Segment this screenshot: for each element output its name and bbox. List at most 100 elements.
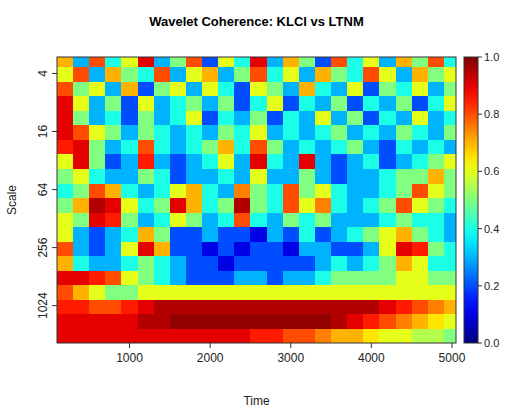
cell (170, 300, 187, 315)
cell (121, 184, 138, 199)
cell (154, 111, 171, 126)
cell (57, 256, 74, 271)
cell (347, 285, 364, 300)
cell (283, 314, 300, 329)
cell (379, 169, 396, 184)
cell (234, 314, 251, 329)
cell (73, 67, 90, 82)
cell (315, 213, 332, 228)
cell (412, 314, 429, 329)
cell (315, 242, 332, 257)
cell (396, 213, 413, 228)
cell (138, 67, 155, 82)
cell (57, 213, 74, 228)
color-tick-label: 1.0 (484, 51, 499, 63)
cell (267, 96, 284, 111)
cell (234, 300, 251, 315)
cell (347, 329, 364, 343)
cell (250, 111, 267, 126)
cell (412, 169, 429, 184)
cell (267, 82, 284, 97)
cell (428, 67, 445, 82)
cell (412, 96, 429, 111)
cell (154, 198, 171, 213)
cell (218, 169, 235, 184)
cell (57, 57, 74, 68)
color-tick (478, 114, 482, 115)
x-axis-title: Time (243, 394, 270, 408)
cell (218, 227, 235, 242)
cell (73, 314, 90, 329)
cell (428, 57, 445, 68)
cell (138, 125, 155, 140)
cell (218, 96, 235, 111)
cell (315, 169, 332, 184)
cell (218, 125, 235, 140)
cell (363, 154, 380, 169)
cell (73, 227, 90, 242)
cell (121, 227, 138, 242)
chart: 10002000300040005000416642561024Wavelet … (0, 0, 510, 416)
cell (428, 154, 445, 169)
cell (73, 57, 90, 68)
cell (202, 184, 219, 199)
cell (396, 140, 413, 155)
cell (347, 96, 364, 111)
cell (73, 82, 90, 97)
cell (267, 285, 284, 300)
cell (363, 300, 380, 315)
cell (315, 82, 332, 97)
cell (347, 300, 364, 315)
cell (121, 125, 138, 140)
cell (105, 154, 122, 169)
cell (73, 169, 90, 184)
cell (315, 67, 332, 82)
cell (218, 213, 235, 228)
cell (73, 125, 90, 140)
cell (283, 227, 300, 242)
cell (202, 314, 219, 329)
cell (121, 271, 138, 286)
cell (363, 213, 380, 228)
cell (73, 140, 90, 155)
color-tick (478, 57, 482, 58)
x-tick (210, 343, 211, 348)
cell (186, 213, 203, 228)
cell (250, 67, 267, 82)
cell (444, 227, 456, 242)
cell (170, 140, 187, 155)
cell (154, 169, 171, 184)
cell (283, 111, 300, 126)
cell (331, 227, 348, 242)
cell (267, 125, 284, 140)
cell (379, 256, 396, 271)
cell (331, 82, 348, 97)
cell (170, 154, 187, 169)
cell (170, 314, 187, 329)
cell (267, 242, 284, 257)
cell (379, 242, 396, 257)
cell (121, 169, 138, 184)
cell (138, 213, 155, 228)
cell (315, 198, 332, 213)
cell (396, 285, 413, 300)
cell (234, 57, 251, 68)
cell (444, 329, 456, 343)
cell (412, 285, 429, 300)
y-tick-label: 64 (36, 183, 50, 197)
cell (379, 329, 396, 343)
cell (250, 329, 267, 343)
cell (138, 198, 155, 213)
cell (186, 198, 203, 213)
cell (234, 184, 251, 199)
cell (186, 314, 203, 329)
cell (412, 271, 429, 286)
cell (444, 111, 456, 126)
cell (186, 140, 203, 155)
cell (138, 184, 155, 199)
cell (428, 169, 445, 184)
cell (138, 314, 155, 329)
cell (89, 227, 106, 242)
cell (170, 329, 187, 343)
cell (315, 285, 332, 300)
